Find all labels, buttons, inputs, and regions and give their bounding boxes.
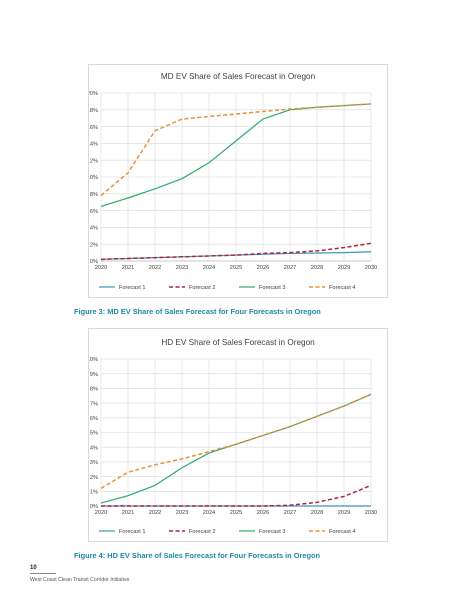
x-tick-label: 2023	[176, 510, 188, 516]
x-tick-label: 2030	[365, 265, 377, 271]
legend-label: Forecast 4	[329, 529, 355, 535]
y-tick-label: 20%	[89, 91, 98, 97]
x-tick-label: 2028	[311, 265, 323, 271]
md-ev-share-chart: MD EV Share of Sales Forecast in Oregon 0…	[88, 64, 388, 298]
series-line-forecast-3	[100, 103, 372, 207]
y-tick-label: 8%	[90, 192, 98, 198]
x-tick-label: 2020	[95, 265, 107, 271]
hd-ev-share-chart-svg: HD EV Share of Sales Forecast in Oregon 0…	[89, 338, 377, 535]
legend-label: Forecast 4	[329, 285, 355, 291]
x-tick-label: 2021	[122, 265, 134, 271]
series-line-forecast-4	[100, 103, 372, 197]
y-tick-label: 6%	[90, 209, 98, 215]
x-tick-label: 2025	[230, 265, 242, 271]
figure-4-caption: Figure 4: HD EV Share of Sales Forecast …	[74, 551, 321, 560]
md-ev-share-chart-svg: MD EV Share of Sales Forecast in Oregon 0…	[89, 72, 377, 291]
y-tick-label: 4%	[90, 226, 98, 232]
hd-ev-share-chart: HD EV Share of Sales Forecast in Oregon 0…	[88, 328, 388, 542]
series-line-forecast-4	[100, 393, 372, 490]
x-tick-label: 2021	[122, 510, 134, 516]
x-tick-label: 2024	[203, 510, 215, 516]
x-tick-label: 2030	[365, 510, 377, 516]
y-tick-label: 4%	[90, 445, 98, 451]
y-tick-label: 10%	[89, 175, 98, 181]
x-tick-label: 2029	[338, 265, 350, 271]
y-tick-label: 12%	[89, 158, 98, 164]
page-number: 10	[30, 565, 37, 571]
legend-label: Forecast 2	[189, 285, 215, 291]
y-tick-label: 5%	[90, 431, 98, 437]
legend-label: Forecast 1	[119, 529, 145, 535]
y-tick-label: 1%	[90, 490, 98, 496]
y-tick-label: 9%	[90, 372, 98, 378]
legend-label: Forecast 3	[259, 529, 285, 535]
x-tick-label: 2022	[149, 265, 161, 271]
footer-organization: West Coast Clean Transit Corridor Initia…	[30, 577, 130, 583]
x-tick-label: 2020	[95, 510, 107, 516]
series-line-forecast-1	[100, 251, 372, 260]
x-tick-label: 2023	[176, 265, 188, 271]
y-tick-label: 3%	[90, 460, 98, 466]
figure-3-caption: Figure 3: MD EV Share of Sales Forecast …	[74, 307, 321, 316]
y-tick-label: 0%	[90, 259, 98, 265]
x-tick-label: 2025	[230, 510, 242, 516]
x-tick-label: 2028	[311, 510, 323, 516]
legend-label: Forecast 1	[119, 285, 145, 291]
y-tick-label: 0%	[90, 504, 98, 510]
x-tick-label: 2027	[284, 265, 296, 271]
legend-label: Forecast 3	[259, 285, 285, 291]
y-tick-label: 18%	[89, 108, 98, 114]
y-tick-label: 8%	[90, 387, 98, 393]
y-tick-label: 16%	[89, 125, 98, 131]
legend-label: Forecast 2	[189, 529, 215, 535]
y-tick-label: 14%	[89, 142, 98, 148]
y-tick-label: 2%	[90, 475, 98, 481]
x-tick-label: 2027	[284, 510, 296, 516]
chart-title: HD EV Share of Sales Forecast in Oregon	[161, 338, 315, 347]
y-tick-label: 6%	[90, 416, 98, 422]
chart-title: MD EV Share of Sales Forecast in Oregon	[161, 72, 316, 81]
x-tick-label: 2029	[338, 510, 350, 516]
y-tick-label: 2%	[90, 242, 98, 248]
y-tick-label: 7%	[90, 401, 98, 407]
x-tick-label: 2022	[149, 510, 161, 516]
x-tick-label: 2026	[257, 510, 269, 516]
x-tick-label: 2026	[257, 265, 269, 271]
x-tick-label: 2024	[203, 265, 215, 271]
footer-divider	[30, 573, 56, 574]
y-tick-label: 10%	[89, 357, 98, 363]
